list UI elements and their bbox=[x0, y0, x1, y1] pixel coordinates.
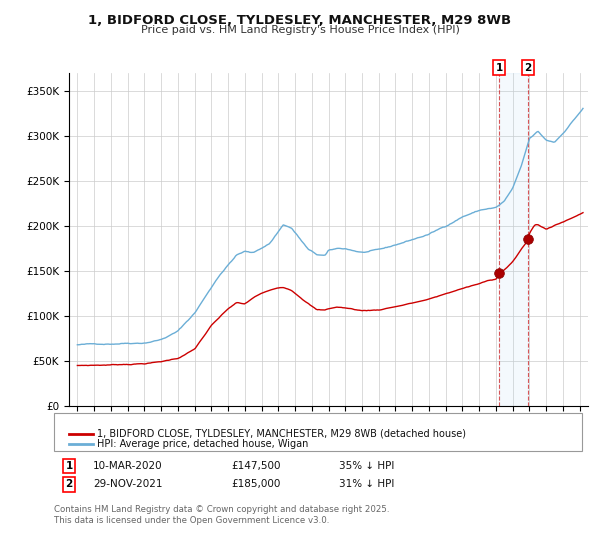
Text: £147,500: £147,500 bbox=[231, 461, 281, 471]
Text: Price paid vs. HM Land Registry's House Price Index (HPI): Price paid vs. HM Land Registry's House … bbox=[140, 25, 460, 35]
Text: 1, BIDFORD CLOSE, TYLDESLEY, MANCHESTER, M29 8WB (detached house): 1, BIDFORD CLOSE, TYLDESLEY, MANCHESTER,… bbox=[97, 429, 466, 439]
Text: £185,000: £185,000 bbox=[231, 479, 280, 489]
Text: 1, BIDFORD CLOSE, TYLDESLEY, MANCHESTER, M29 8WB: 1, BIDFORD CLOSE, TYLDESLEY, MANCHESTER,… bbox=[88, 14, 512, 27]
Text: 29-NOV-2021: 29-NOV-2021 bbox=[93, 479, 163, 489]
Text: 1: 1 bbox=[496, 63, 503, 73]
Bar bbox=[499, 73, 528, 406]
Text: 1: 1 bbox=[65, 461, 73, 471]
Text: HPI: Average price, detached house, Wigan: HPI: Average price, detached house, Wiga… bbox=[97, 438, 308, 449]
Text: Contains HM Land Registry data © Crown copyright and database right 2025.
This d: Contains HM Land Registry data © Crown c… bbox=[54, 505, 389, 525]
Text: 2: 2 bbox=[65, 479, 73, 489]
Text: 10-MAR-2020: 10-MAR-2020 bbox=[93, 461, 163, 471]
Text: 2: 2 bbox=[524, 63, 532, 73]
Text: 31% ↓ HPI: 31% ↓ HPI bbox=[339, 479, 394, 489]
Text: 35% ↓ HPI: 35% ↓ HPI bbox=[339, 461, 394, 471]
